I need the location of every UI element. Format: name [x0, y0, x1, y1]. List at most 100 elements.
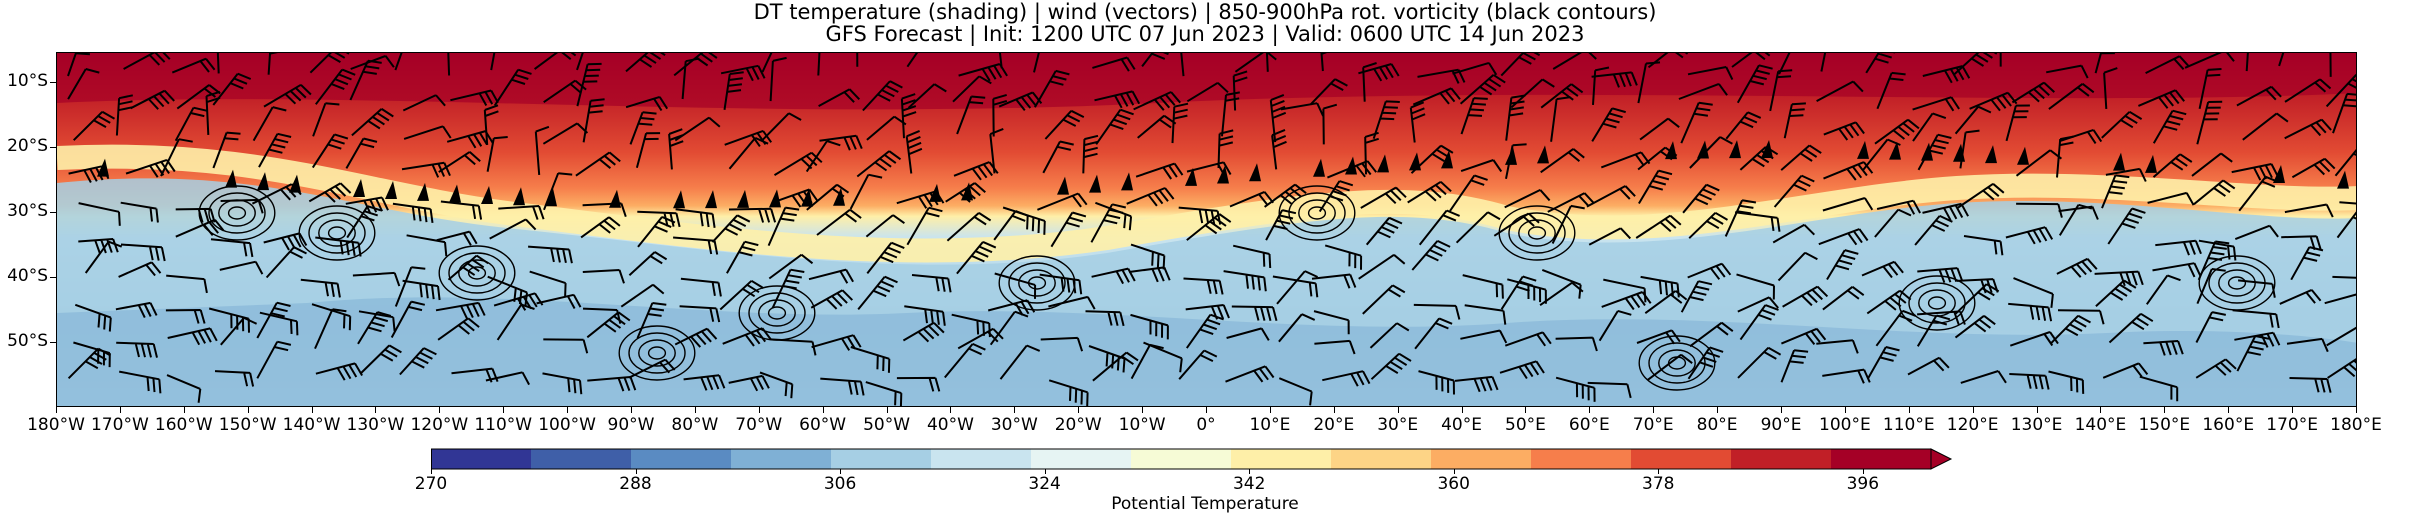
wind-barb [1867, 346, 1900, 379]
wind-barb [987, 299, 1036, 316]
colorbar-segment [1431, 449, 1532, 469]
wind-barb [1598, 309, 1632, 342]
colorbar-tick-label: 306 [823, 474, 857, 494]
wind-barb [258, 132, 292, 168]
lon-label: 140°W [282, 415, 341, 435]
wind-pennant [513, 187, 525, 206]
wind-barb [1737, 296, 1779, 313]
wind-barb [999, 344, 1041, 380]
wind-barb [1689, 321, 1734, 348]
wind-barb [1500, 53, 1541, 77]
wind-pennant [1537, 145, 1549, 164]
wind-barb [2145, 55, 2190, 74]
wind-barb [1969, 91, 2018, 112]
wind-barb [989, 127, 1004, 174]
wind-barb [582, 98, 605, 143]
wind-barb [998, 53, 1003, 69]
wind-barb [675, 208, 716, 228]
wind-barb [720, 64, 766, 82]
wind-barb [123, 53, 171, 70]
lon-tick [1717, 407, 1719, 413]
wind-barb [1688, 211, 1729, 239]
wind-barb [1180, 53, 1185, 77]
vorticity-contour [198, 185, 276, 241]
wind-barb [946, 212, 992, 242]
wind-barb [810, 289, 854, 310]
wind-barb [586, 311, 631, 339]
wind-barb [2279, 288, 2322, 305]
wind-barb [212, 72, 252, 106]
wind-barb [2152, 153, 2193, 178]
lon-tick [503, 407, 505, 413]
wind-barb [167, 327, 218, 346]
vorticity-contour [1908, 282, 1966, 324]
wind-barb [78, 238, 119, 254]
wind-barb [1360, 186, 1407, 209]
wind-barb [352, 271, 401, 287]
wind-barb [722, 327, 772, 347]
wind-barb [673, 236, 719, 255]
wind-barb [576, 62, 602, 107]
wind-barb [2284, 118, 2332, 140]
lon-tick [1781, 407, 1782, 413]
wind-barb [1876, 199, 1921, 215]
wind-barb [1221, 91, 1240, 137]
wind-barb [73, 341, 111, 368]
wind-barb [534, 125, 550, 175]
wind-barb [620, 283, 665, 308]
wind-barb [1130, 243, 1166, 270]
wind-barb [214, 370, 255, 387]
wind-pennant [97, 158, 109, 177]
colorbar-segment [931, 449, 1032, 469]
wind-barb [2046, 64, 2089, 79]
lon-tick [1589, 407, 1591, 413]
wind-pennant [1121, 172, 1133, 191]
wind-barb [115, 94, 134, 136]
wind-barb [1225, 365, 1275, 383]
wind-barb [2184, 53, 2235, 69]
wind-barb [450, 89, 499, 106]
wind-barb [175, 218, 225, 238]
wind-barb [315, 362, 363, 381]
wind-barb [726, 240, 759, 274]
wind-barb [2108, 312, 2154, 344]
wind-barb [1816, 339, 1859, 354]
wind-barb [769, 56, 787, 102]
wind-barb [2013, 277, 2054, 308]
wind-barb [1183, 277, 1224, 295]
wind-barb [1587, 381, 1632, 399]
wind-barb [1778, 53, 1791, 75]
lon-tick [1333, 407, 1335, 413]
vorticity-contour [1518, 219, 1556, 247]
wind-barb [906, 206, 943, 246]
lon-label: 150°W [218, 415, 277, 435]
lon-tick [1206, 407, 1207, 413]
wind-barb [944, 342, 986, 379]
wind-barb [1914, 214, 1953, 246]
wind-barb [440, 200, 483, 220]
wind-barb [2057, 309, 2105, 325]
lon-tick [247, 407, 249, 413]
wind-barb [865, 381, 903, 406]
lat-label: 20°S [7, 136, 48, 156]
wind-barb [1963, 235, 2004, 256]
colorbar-segment [1831, 449, 1932, 469]
vorticity-contour [1298, 199, 1336, 227]
colorbar-tick [635, 469, 637, 474]
wind-barb [992, 93, 1008, 137]
wind-barb [1455, 211, 1501, 244]
wind-barb [1540, 148, 1585, 174]
lon-label: 170°E [2266, 415, 2318, 435]
wind-barb [67, 68, 100, 100]
wind-pennant [769, 189, 781, 208]
wind-barb [2196, 268, 2226, 304]
wind-barb [728, 374, 770, 392]
wind-pennant [1921, 142, 1933, 161]
wind-barb [543, 338, 589, 354]
wind-barb [402, 94, 446, 112]
wind-barb [1278, 377, 1313, 406]
wind-barb [84, 240, 123, 274]
wind-barb [625, 53, 666, 73]
wind-barb [1552, 53, 1597, 70]
vorticity-contour [1018, 269, 1056, 297]
